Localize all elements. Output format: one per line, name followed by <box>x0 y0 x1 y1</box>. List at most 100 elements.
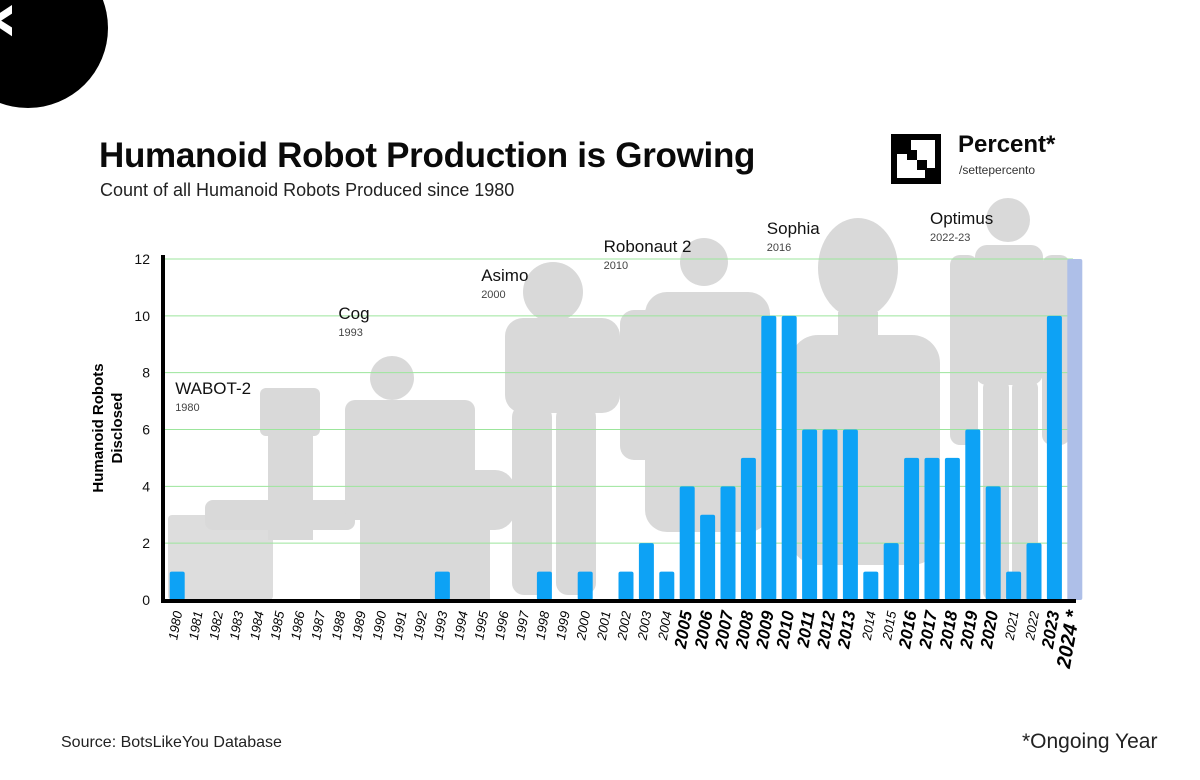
bar-2016 <box>904 457 920 600</box>
robot-silhouette-shape <box>440 470 515 530</box>
x-tick-label: 2000 <box>573 609 593 642</box>
x-tick-label: 2015 <box>879 609 899 642</box>
bar-2006 <box>700 514 716 600</box>
y-axis-label-line: Humanoid Robots <box>90 363 107 492</box>
robot-silhouette-shape <box>556 405 596 595</box>
x-tick-label: 2014 <box>859 610 879 642</box>
source-note: Source: BotsLikeYou Database <box>61 734 282 751</box>
bar-2015 <box>883 543 899 600</box>
x-tick-label: 1998 <box>533 609 553 641</box>
bar-2004 <box>659 571 675 600</box>
robot-silhouette-shape <box>168 515 273 600</box>
x-tick-label: 1990 <box>369 609 389 641</box>
bar-2007 <box>720 486 736 600</box>
y-axis-label-line: Disclosed <box>109 393 126 464</box>
x-tick-label: 1994 <box>451 610 471 641</box>
robot-silhouette-shape <box>620 310 660 460</box>
bar-2008 <box>740 457 756 600</box>
robot-silhouette-shape <box>512 405 552 595</box>
bar-2018 <box>944 457 960 600</box>
annotation-year: 1993 <box>338 327 362 339</box>
bar-2022 <box>1026 543 1042 600</box>
percent-logo-icon <box>891 134 941 184</box>
chart-title: Humanoid Robot Production is Growing <box>99 136 756 175</box>
y-tick-label: 4 <box>142 478 150 494</box>
y-tick-label: 2 <box>142 535 150 551</box>
robot-silhouette-shape <box>645 292 770 532</box>
bar-2019 <box>965 429 981 600</box>
robot-silhouette-shape <box>975 245 1043 385</box>
bar-1980 <box>169 571 185 600</box>
x-tick-label: 1986 <box>288 609 308 641</box>
x-tick-label: 1991 <box>390 610 410 641</box>
annotation-year: 2000 <box>481 289 505 301</box>
bar-2012 <box>822 429 838 600</box>
brand-name: Percent* <box>958 131 1056 158</box>
annotation-year: 2016 <box>767 242 791 254</box>
annotation-year: 2022-23 <box>930 232 970 244</box>
robot-silhouette-shape <box>818 218 898 318</box>
annotation-name: Optimus <box>930 209 993 228</box>
robot-silhouette-shape <box>523 262 583 322</box>
y-tick-label: 0 <box>142 592 150 608</box>
robot-silhouette-shape <box>986 198 1030 242</box>
x-tick-label: 1983 <box>227 609 247 641</box>
annotation-name: Sophia <box>767 219 820 238</box>
bar-2013 <box>842 429 858 600</box>
x-tick-label: 1987 <box>308 609 328 641</box>
bar-2017 <box>924 457 940 600</box>
x-tick-label: 1992 <box>410 609 430 641</box>
x-tick-label: 1981 <box>186 610 206 641</box>
bar-2003 <box>638 543 654 600</box>
bar-2005 <box>679 486 695 600</box>
x-tick-label: 1996 <box>492 609 512 641</box>
y-tick-label: 10 <box>134 308 150 324</box>
robot-silhouette-shape <box>950 255 978 445</box>
bar-2023 <box>1046 315 1062 600</box>
robot-silhouette-shape <box>260 388 320 436</box>
y-tick-label: 6 <box>142 422 150 438</box>
bar-2009 <box>761 315 777 600</box>
bar-2024 <box>1067 259 1083 600</box>
x-tick-label: 1988 <box>329 609 349 641</box>
x-tick-label: 1982 <box>206 609 226 641</box>
bars <box>169 259 1083 600</box>
x-tick-label: 2002 <box>614 609 634 642</box>
ongoing-year-footnote: *Ongoing Year <box>1022 730 1158 753</box>
annotation-name: Asimo <box>481 266 528 285</box>
bar-2000 <box>577 571 593 600</box>
x-tick-label: 1999 <box>553 610 573 641</box>
x-tick-label: 1995 <box>471 609 491 641</box>
bar-1993 <box>434 571 450 600</box>
x-tick-label: 2001 <box>594 610 614 642</box>
x-tick-label: 1997 <box>512 609 532 641</box>
bar-2021 <box>1006 571 1022 600</box>
x-tick-label: 2004 <box>655 610 675 642</box>
x-tick-label: 1984 <box>247 610 267 641</box>
robot-silhouette-shape <box>205 500 355 530</box>
gridlines <box>163 258 1073 544</box>
annotation-year: 2010 <box>604 260 628 272</box>
x-tick-label: 2022 <box>1022 609 1042 642</box>
x-tick-label: 2021 <box>1002 610 1022 642</box>
robot-annotations: WABOT-2 1980 Cog 1993 Asimo 2000 Robonaut 2 201… <box>175 209 993 414</box>
bar-2014 <box>863 571 879 600</box>
x-tick-labels: 1980 1981 1982 1983 1984 1985 1986 1987 1988 1989… <box>165 608 1085 671</box>
x-tick-label: 1980 <box>165 609 185 641</box>
bar-2020 <box>985 486 1001 600</box>
annotation-year: 1980 <box>175 402 199 414</box>
annotation-name: Cog <box>338 304 369 323</box>
bar-2002 <box>618 571 634 600</box>
brand-handle: /settepercento <box>959 163 1036 177</box>
bar-2011 <box>802 429 818 600</box>
y-tick-label: 12 <box>134 251 150 267</box>
axes <box>161 255 1076 603</box>
bar-1998 <box>536 571 552 600</box>
x-tick-label: 1985 <box>267 609 287 641</box>
robot-silhouette-shape <box>505 318 620 413</box>
robot-silhouette-shape <box>680 238 728 286</box>
y-axis-label: Humanoid Robots Disclosed <box>90 363 126 492</box>
chart-subtitle: Count of all Humanoid Robots Produced si… <box>100 180 515 200</box>
x-tick-label: 1989 <box>349 610 369 641</box>
